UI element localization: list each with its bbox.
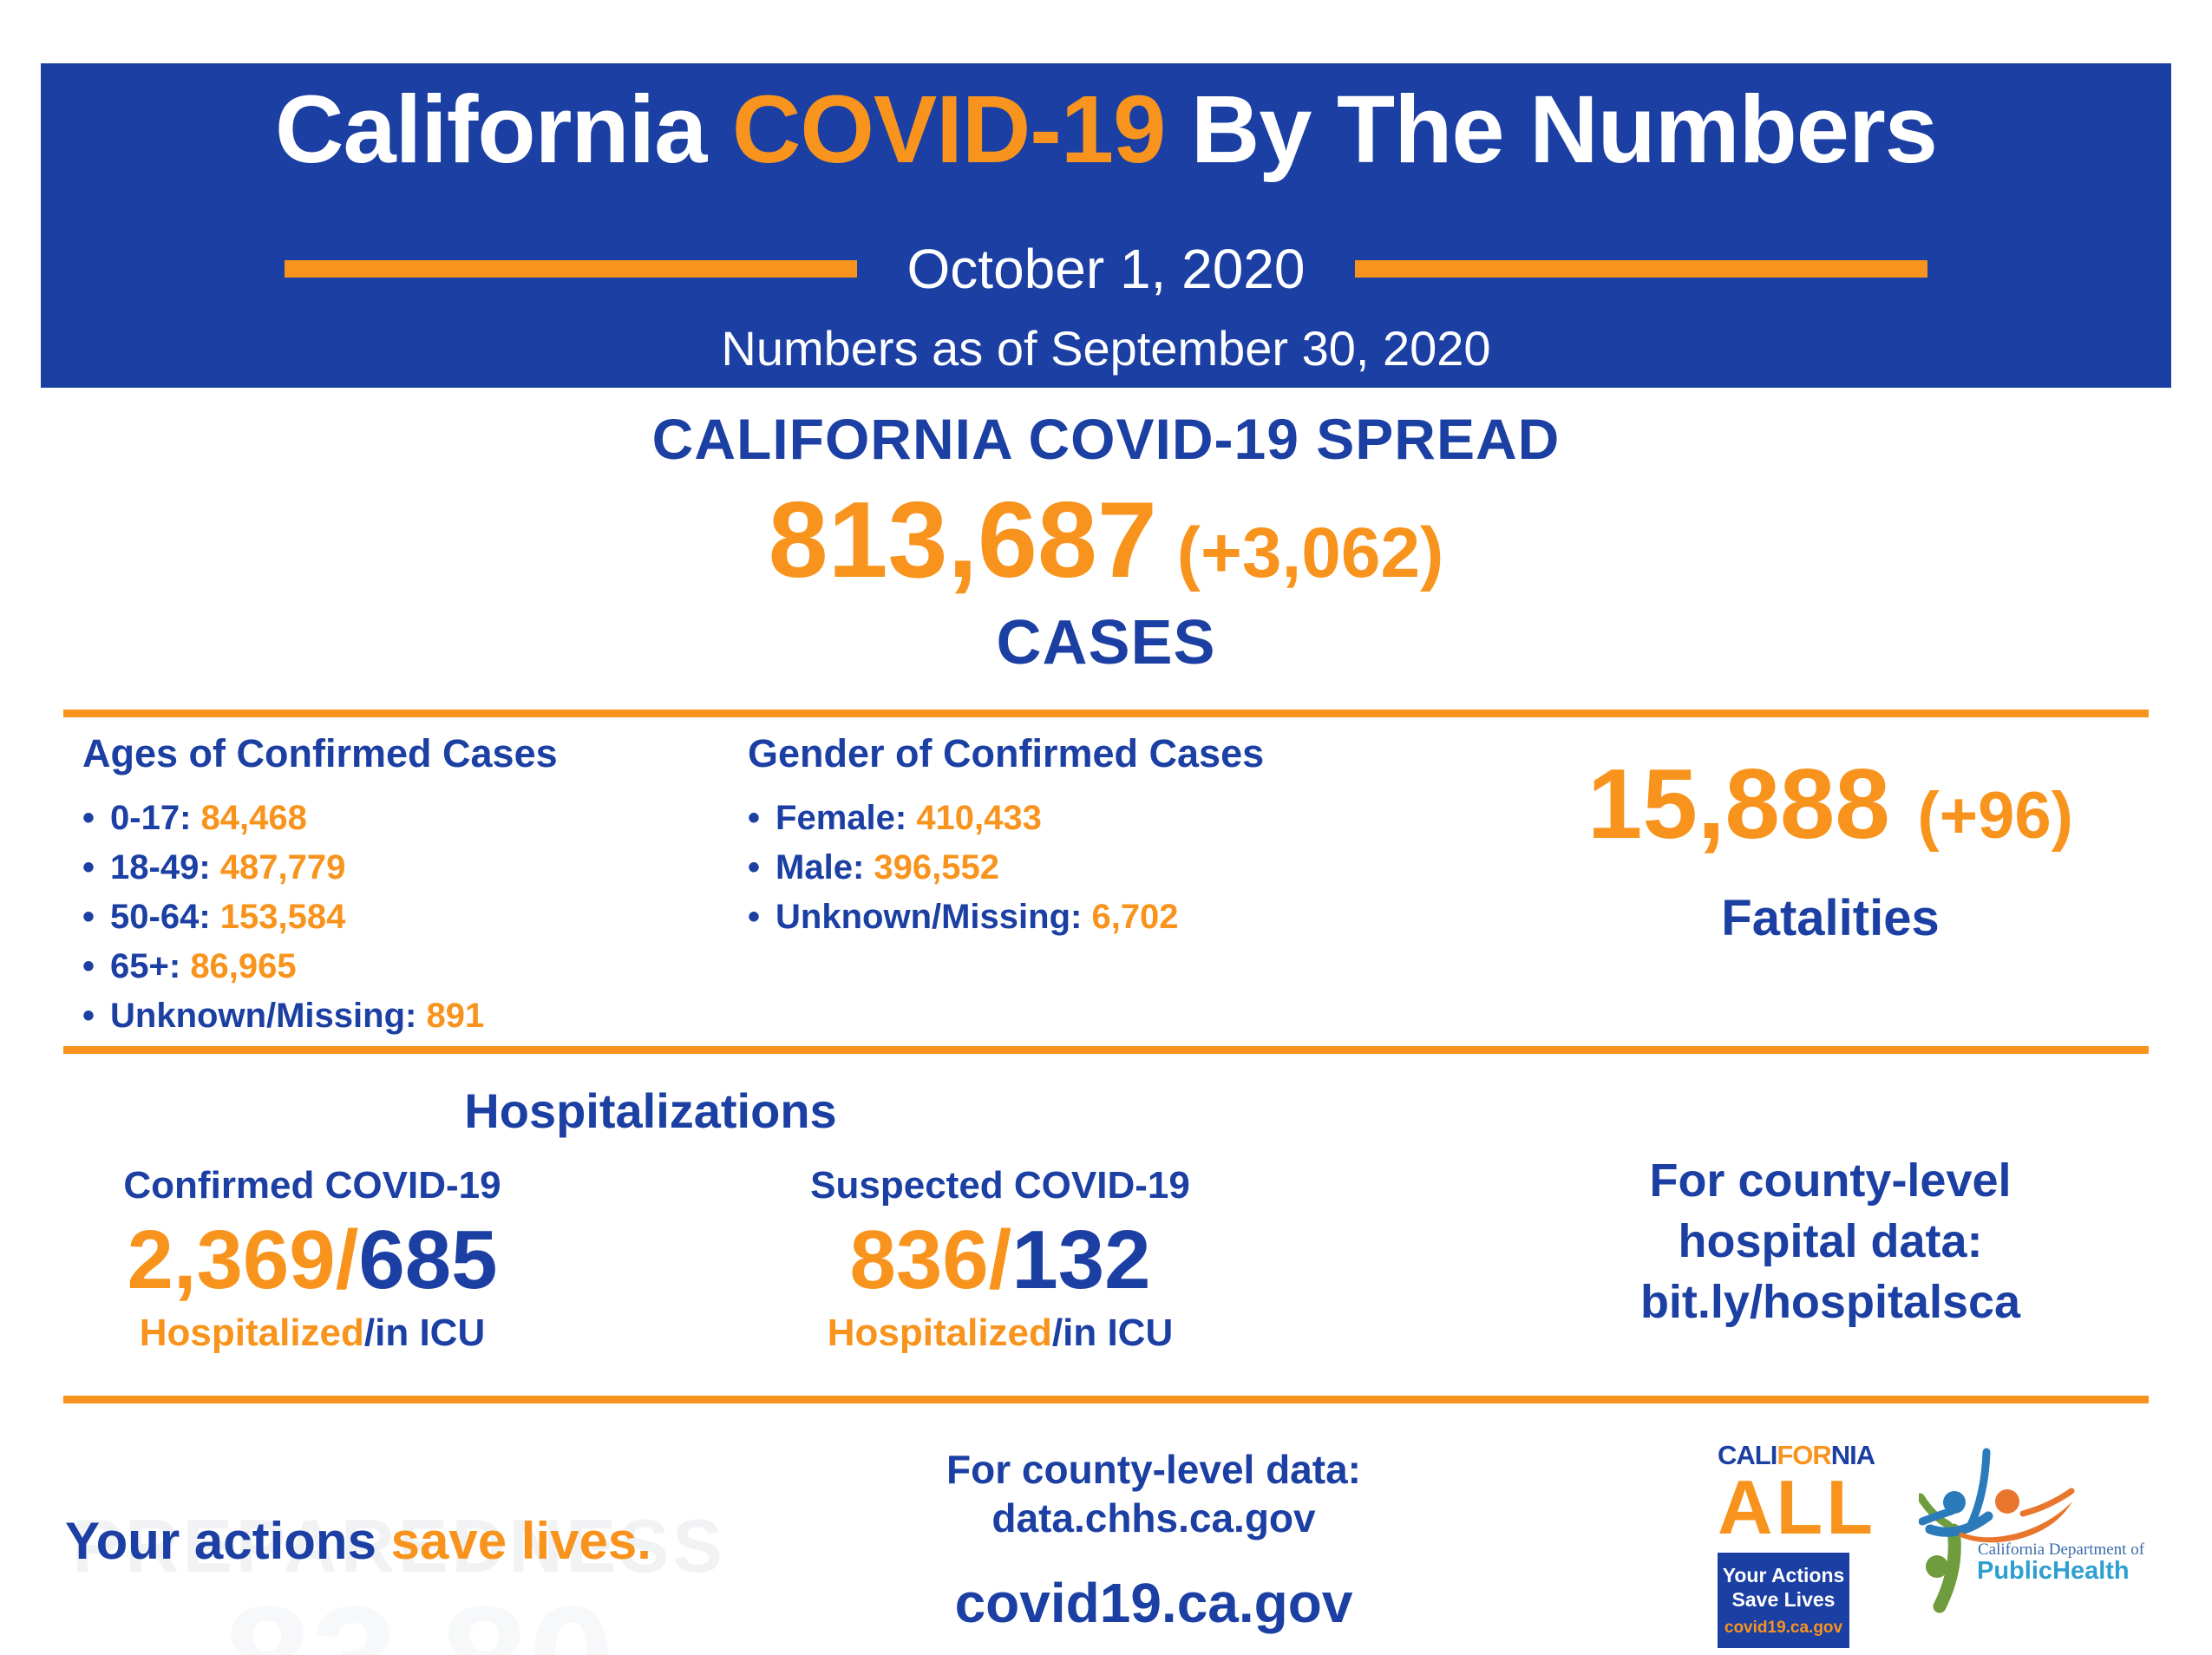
gender-list: • Female: 410,433 • Male: 396,552 • Unknown… [748,794,1264,942]
spread-heading: CALIFORNIA COVID-19 SPREAD [651,407,1561,471]
header-banner: California COVID-19 By The Numbers Octob… [41,63,2171,388]
date-bar-left [284,260,857,278]
gender-section: Gender of Confirmed Cases • Female: 410,4… [748,731,1264,942]
fatalities-count: 15,888 [1587,749,1918,860]
page-title: California COVID-19 By The Numbers [41,75,2171,186]
california-all-logo: CALIFORNIA ALL Your Actions Save Lives c… [1718,1440,1877,1648]
suspected-numbers-label: Hospitalized/in ICU [827,1312,1174,1354]
ages-heading: Ages of Confirmed Cases [82,731,558,775]
cdph-blue-head [1943,1491,1966,1514]
suspected-numbers: 836/132 [849,1213,1151,1306]
cdph-orange-swoosh [1959,1501,2072,1543]
watermark-number: 83,80 [224,1572,614,1655]
fatalities-section: 15,888 (+96) Fatalities [1492,748,2169,947]
confirmed-title: Confirmed COVID-19 [123,1164,501,1207]
fatalities-number: 15,888 (+96) [1492,748,2169,861]
cases-count: 813,687 [768,481,1157,600]
cdph-green-head [1926,1555,1948,1578]
divider-top [63,710,2149,717]
list-item: • 65+: 86,965 [82,947,297,985]
confirmed-numbers-label: Hospitalized/in ICU [139,1312,486,1354]
title-part1: California [275,76,732,183]
suspected-hospitalizations: Suspected COVID-19 836/132 Hospitalized/… [762,1164,1239,1355]
hospitalizations-heading: Hospitalizations [464,1083,837,1138]
california-all-blue-box: Your Actions Save Lives covid19.ca.gov [1718,1552,1849,1648]
county-data-note: For county-level data: data.chhs.ca.gov … [893,1445,1414,1634]
divider-bottom [63,1396,2149,1403]
cases-label: CASES [996,608,1216,677]
watermark-preparedness: PREPAREDNESS [72,1505,726,1588]
main-site-url: covid19.ca.gov [954,1572,1353,1634]
list-item: • Unknown/Missing: 6,702 [748,898,1179,936]
fatalities-label: Fatalities [1721,890,1940,946]
confirmed-hospitalizations: Confirmed COVID-19 2,369/685 Hospitalize… [74,1164,551,1355]
list-item: • Female: 410,433 [748,799,1042,837]
cdph-green-body [1933,1523,1961,1613]
county-data-line1: For county-level data: [946,1447,1361,1492]
cdph-orange-arc [2019,1488,2075,1517]
county-hospital-url: bit.ly/hospitalsca [1639,1276,2021,1328]
cdph-logo: California Department of PublicHealth [1919,1448,2145,1613]
cases-delta: (+3,062) [1176,514,1444,592]
list-item: • 0-17: 84,468 [82,799,307,837]
ca-box-line1: Your Actions [1722,1563,1845,1586]
suspected-title: Suspected COVID-19 [810,1164,1190,1207]
cdph-blue-swoosh [1925,1511,1993,1537]
county-hospital-note: For county-level hospital data: bit.ly/h… [1496,1150,2164,1332]
ca-box-url: covid19.ca.gov [1724,1618,1843,1637]
actions-save-lives-tagline: Your actions save lives. [65,1512,651,1570]
cdph-text-line1: California Department of [1978,1541,2145,1559]
numbers-as-of-subtitle: Numbers as of September 30, 2020 [721,321,1491,376]
gender-heading: Gender of Confirmed Cases [748,731,1265,775]
county-hospital-line1: For county-level [1649,1155,2012,1207]
title-highlight: COVID-19 [731,76,1166,183]
cdph-text-line2: PublicHealth [1977,1557,2130,1585]
list-item: • Male: 396,552 [748,848,999,886]
confirmed-numbers: 2,369/685 [127,1213,498,1306]
county-hospital-line2: hospital data: [1678,1215,1983,1267]
ca-box-line2: Save Lives [1731,1587,1836,1611]
report-date: October 1, 2020 [906,238,1306,300]
list-item: • 50-64: 153,584 [82,898,346,936]
divider-middle [63,1046,2149,1054]
ages-section: Ages of Confirmed Cases • 0-17: 84,468 • 1… [82,731,558,1041]
county-data-url: data.chhs.ca.gov [991,1495,1316,1541]
california-all-wordmark: CALIFORNIA [1718,1440,1875,1470]
date-bar-right [1355,260,1928,278]
date-row: October 1, 2020 [41,237,2171,301]
cases-number: 813,687 (+3,062) [0,479,2212,602]
list-item: • Unknown/Missing: 891 [82,997,485,1035]
fatalities-delta: (+96) [1917,779,2073,853]
california-all-big-text: ALL [1718,1464,1877,1550]
list-item: • 18-49: 487,779 [82,848,346,886]
cdph-orange-head [1995,1489,2019,1514]
title-part2: By The Numbers [1165,76,1938,183]
ages-list: • 0-17: 84,468 • 18-49: 487,779 • 50-64: 15… [82,794,558,1041]
